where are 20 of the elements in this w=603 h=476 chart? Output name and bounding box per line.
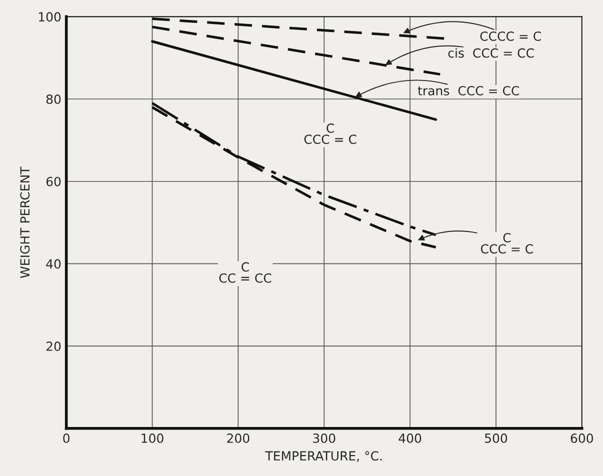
x-tick-label: 200 [227, 433, 250, 443]
x-tick-label: 0 [63, 433, 70, 443]
annotation: cis CCC = CC [448, 48, 534, 58]
annotation: CCCC = C [480, 31, 541, 41]
y-tick-label: 80 [46, 94, 61, 104]
x-tick-label: 600 [570, 433, 593, 443]
x-axis-title: TEMPERATURE, °C. [265, 451, 382, 462]
y-tick-label: 100 [38, 12, 61, 22]
annotation: C CC = CC [219, 262, 272, 283]
annotation: trans CCC = CC [418, 86, 520, 96]
x-tick-label: 500 [485, 433, 508, 443]
x-tick-label: 100 [142, 433, 164, 443]
x-tick-label: 400 [398, 433, 422, 443]
y-tick-label: 60 [46, 176, 61, 186]
x-tick-label: 300 [313, 433, 336, 443]
annotation: C CCC = C [304, 123, 356, 144]
y-axis-title: WEIGHT PERCENT [20, 166, 30, 278]
y-tick-label: 20 [46, 342, 61, 351]
y-tick-label: 40 [46, 259, 61, 269]
annotation: C CCC = C [480, 233, 533, 254]
